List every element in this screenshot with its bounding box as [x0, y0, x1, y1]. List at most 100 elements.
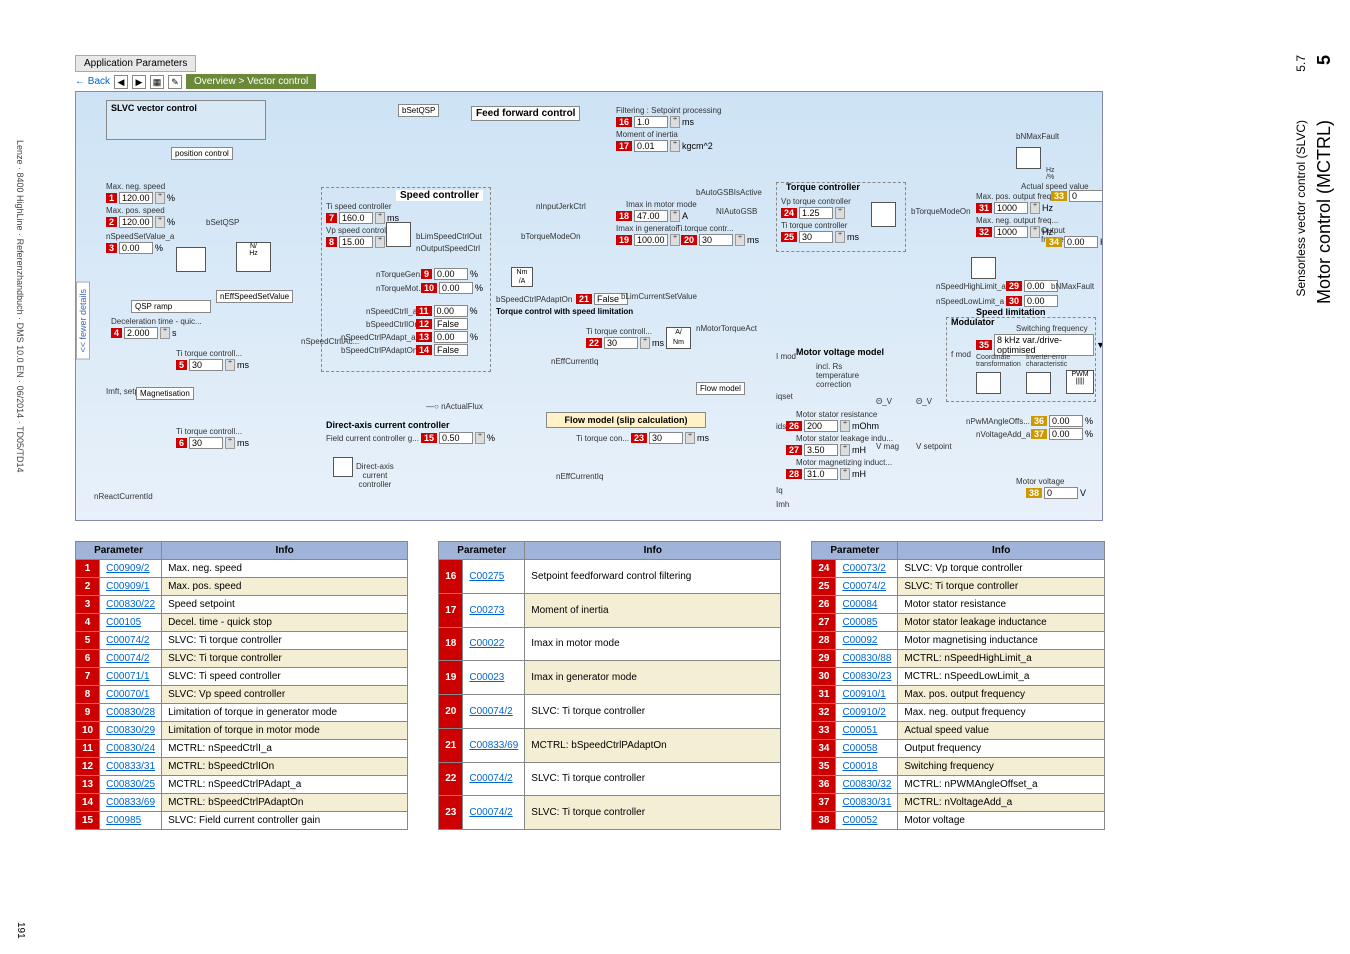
param-link[interactable]: C00071/1 [100, 668, 162, 686]
field-23[interactable]: 2330÷ms [631, 432, 709, 444]
tab-application-parameters[interactable]: Application Parameters [75, 55, 196, 72]
param-info: Max. neg. speed [162, 560, 408, 578]
param-link[interactable]: C00074/2 [463, 762, 525, 796]
param-link[interactable]: C00830/31 [836, 794, 898, 812]
param-link[interactable]: C00910/2 [836, 704, 898, 722]
param-link[interactable]: C00074/2 [463, 796, 525, 830]
param-link[interactable]: C00275 [463, 560, 525, 594]
speed-controller-header: Speed controller [396, 190, 483, 201]
qsp-ramp: QSP ramp [131, 300, 211, 313]
field-15[interactable]: 150.50÷% [421, 432, 495, 444]
field-35[interactable]: 358 kHz var./drive-optimised▼ [976, 334, 1103, 356]
field-12[interactable]: 12False [416, 318, 468, 330]
param-link[interactable]: C00074/2 [463, 695, 525, 729]
param-num: 14 [76, 794, 100, 812]
param-link[interactable]: C00909/1 [100, 578, 162, 596]
field-34[interactable]: 340.00Hz [1046, 236, 1103, 248]
nav-left-icon[interactable]: ◀ [114, 75, 128, 89]
field-10[interactable]: 100.00% [421, 282, 483, 294]
field-16[interactable]: 161.0÷ms [616, 116, 694, 128]
param-info: Setpoint feedforward control filtering [525, 560, 781, 594]
param-num: 30 [812, 668, 836, 686]
param-link[interactable]: C00830/32 [836, 776, 898, 794]
param-link[interactable]: C00830/23 [836, 668, 898, 686]
param-link[interactable]: C00051 [836, 722, 898, 740]
field-38[interactable]: 380V [1026, 487, 1086, 499]
param-num: 20 [439, 695, 463, 729]
param-link[interactable]: C00058 [836, 740, 898, 758]
param-num: 18 [439, 627, 463, 661]
field-31[interactable]: 311000÷Hz [976, 202, 1053, 214]
back-button[interactable]: ← Back [75, 76, 110, 87]
param-link[interactable]: C00022 [463, 627, 525, 661]
param-link[interactable]: C00023 [463, 661, 525, 695]
param-link[interactable]: C00985 [100, 812, 162, 830]
field-2[interactable]: 2120.00÷% [106, 216, 175, 228]
param-link[interactable]: C00830/28 [100, 704, 162, 722]
field-13[interactable]: 130.00% [416, 331, 478, 343]
field-17[interactable]: 170.01÷kgcm^2 [616, 140, 713, 152]
param-link[interactable]: C00830/88 [836, 650, 898, 668]
param-link[interactable]: C00105 [100, 614, 162, 632]
param-info: Output frequency [898, 740, 1105, 758]
field-18[interactable]: 1847.00÷A [616, 210, 688, 222]
param-link[interactable]: C00830/24 [100, 740, 162, 758]
field-3[interactable]: 30.00% [106, 242, 163, 254]
imh-label: Imh [776, 500, 789, 509]
field-8[interactable]: 815.00÷ [326, 236, 385, 248]
nav-right-icon[interactable]: ▶ [132, 75, 146, 89]
field-37[interactable]: 370.00% [1031, 428, 1093, 440]
field-20[interactable]: 2030÷ms [681, 234, 759, 246]
nav-grid-icon[interactable]: ▦ [150, 75, 164, 89]
field-11[interactable]: 110.00% [416, 305, 478, 317]
field-5[interactable]: 530÷ms [176, 359, 249, 371]
position-control-label: position control [171, 147, 233, 160]
param-link[interactable]: C00084 [836, 596, 898, 614]
param-link[interactable]: C00074/2 [836, 578, 898, 596]
param-link[interactable]: C00909/2 [100, 560, 162, 578]
field-26[interactable]: 26200÷mOhm [786, 420, 879, 432]
field-28[interactable]: 2831.0÷mH [786, 468, 866, 480]
param-link[interactable]: C00830/22 [100, 596, 162, 614]
param-link[interactable]: C00910/1 [836, 686, 898, 704]
fewer-details-button[interactable]: << fewer details [76, 282, 90, 360]
footer-text: Lenze · 8400 HighLine · Referenzhandbuch… [15, 140, 25, 473]
btorquemodeon-label: bTorqueModeOn [521, 232, 581, 241]
nav-new-icon[interactable]: ✎ [168, 75, 182, 89]
field-36[interactable]: 360.00% [1031, 415, 1093, 427]
toolbar: ← Back ◀ ▶ ▦ ✎ Overview > Vector control [75, 74, 1105, 89]
param-link[interactable]: C00018 [836, 758, 898, 776]
field-6[interactable]: 630÷ms [176, 437, 249, 449]
field-4[interactable]: 42.000÷s [111, 327, 177, 339]
param-link[interactable]: C00092 [836, 632, 898, 650]
field-9[interactable]: 90.00% [421, 268, 478, 280]
nhz-block: N/Hz [236, 242, 271, 272]
field-25[interactable]: 2530÷ms [781, 231, 859, 243]
field-22[interactable]: 2230÷ms [586, 337, 664, 349]
param-link[interactable]: C00070/1 [100, 686, 162, 704]
param-link[interactable]: C00074/2 [100, 632, 162, 650]
field-1[interactable]: 1120.00÷% [106, 192, 175, 204]
field-33[interactable]: 330rpm [1051, 190, 1103, 202]
param-link[interactable]: C00052 [836, 812, 898, 830]
param-link[interactable]: C00273 [463, 593, 525, 627]
param-num: 38 [812, 812, 836, 830]
field-24[interactable]: 241.25÷ [781, 207, 845, 219]
param-link[interactable]: C00833/69 [463, 728, 525, 762]
param-info: MCTRL: bSpeedCtrlPAdaptOn [162, 794, 408, 812]
modulator-header: Modulator [951, 317, 995, 327]
field-27[interactable]: 273.50÷mH [786, 444, 866, 456]
param-link[interactable]: C00074/2 [100, 650, 162, 668]
param-num: 34 [812, 740, 836, 758]
param-link[interactable]: C00833/31 [100, 758, 162, 776]
field-19[interactable]: 19100.00÷% [616, 234, 690, 246]
param-info: Motor voltage [898, 812, 1105, 830]
param-link[interactable]: C00830/29 [100, 722, 162, 740]
param-link[interactable]: C00085 [836, 614, 898, 632]
param-link[interactable]: C00073/2 [836, 560, 898, 578]
field-30[interactable]: 300.00 [1006, 295, 1058, 307]
field-14[interactable]: 14False [416, 344, 468, 356]
param-link[interactable]: C00833/69 [100, 794, 162, 812]
param-link[interactable]: C00830/25 [100, 776, 162, 794]
bnmaxfault2-label: bNMaxFault [1051, 282, 1094, 291]
